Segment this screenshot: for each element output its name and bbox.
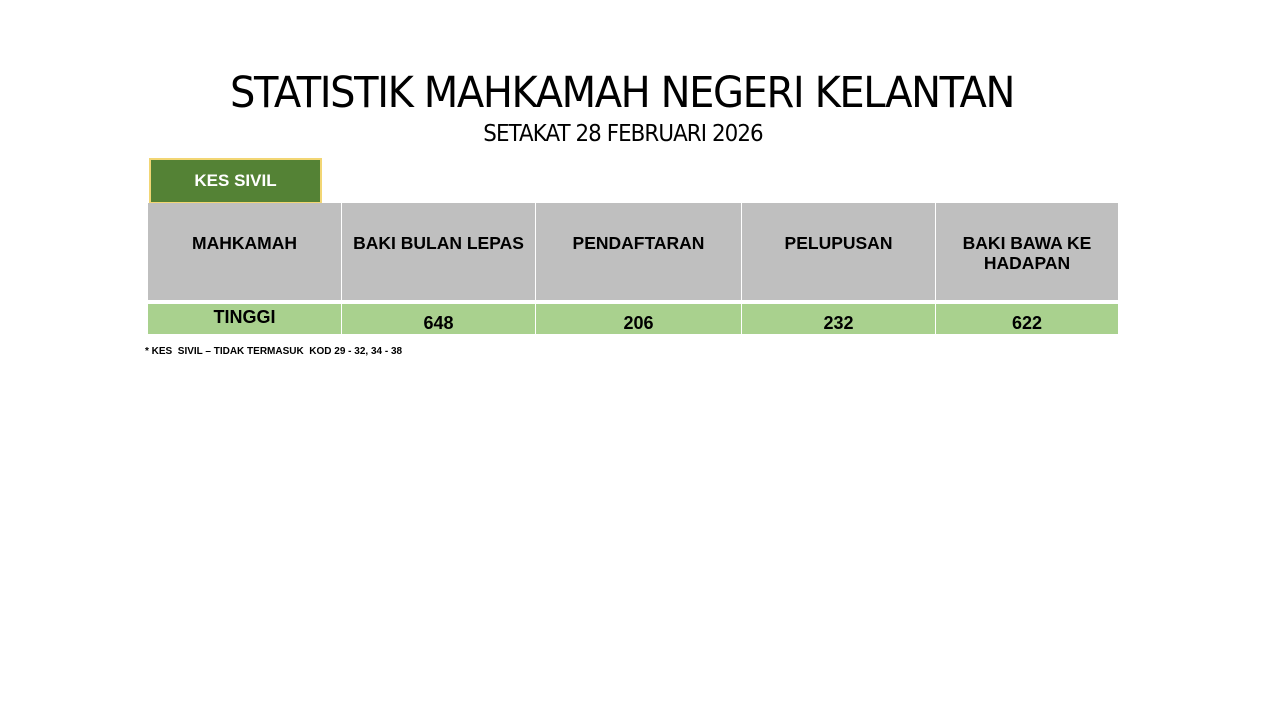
header-pendaftaran: PENDAFTARAN — [536, 203, 742, 300]
table-row: TINGGI 648 206 232 622 — [148, 304, 1118, 334]
category-badge: KES SIVIL — [149, 158, 322, 204]
header-baki-bulan-lepas: BAKI BULAN LEPAS — [342, 203, 536, 300]
footnote: * KES SIVIL – TIDAK TERMASUK KOD 29 - 32… — [145, 346, 403, 357]
cell-mahkamah: TINGGI — [148, 304, 342, 334]
header-mahkamah: MAHKAMAH — [148, 203, 342, 300]
header-pelupusan: PELUPUSAN — [742, 203, 936, 300]
cell-pelupusan: 232 — [742, 304, 936, 334]
cell-baki-bawa-ke-hadapan: 622 — [936, 304, 1118, 334]
cell-pendaftaran: 206 — [536, 304, 742, 334]
page-title: STATISTIK MAHKAMAH NEGERI KELANTAN — [229, 68, 1015, 118]
cell-baki-bulan-lepas: 648 — [342, 304, 536, 334]
statistics-table: MAHKAMAH BAKI BULAN LEPAS PENDAFTARAN PE… — [148, 203, 1118, 334]
page-subtitle: SETAKAT 28 FEBRUARI 2026 — [483, 121, 763, 147]
table-header-row: MAHKAMAH BAKI BULAN LEPAS PENDAFTARAN PE… — [148, 203, 1118, 300]
header-baki-bawa-ke-hadapan: BAKI BAWA KE HADAPAN — [936, 203, 1118, 300]
